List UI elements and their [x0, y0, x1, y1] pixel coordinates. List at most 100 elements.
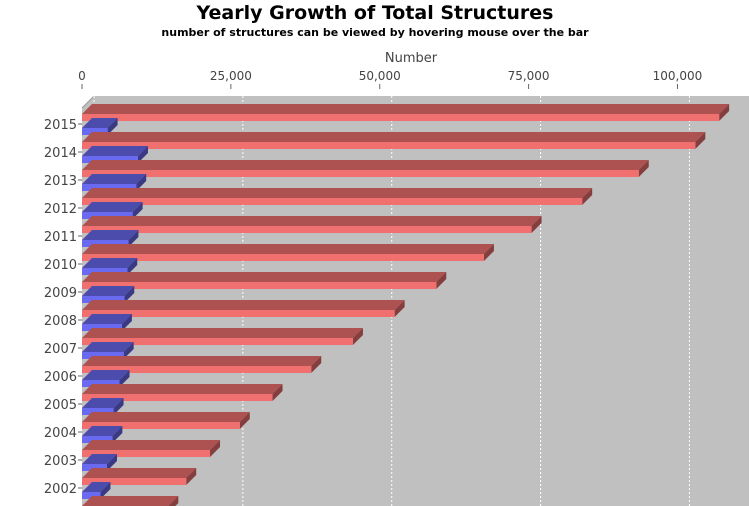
bar-new-side: [127, 258, 138, 275]
bar-total-front: [82, 142, 696, 149]
bar-new-front: [82, 436, 113, 443]
bar-new[interactable]: [82, 258, 138, 275]
category-label: 2012: [44, 202, 77, 217]
bar-total[interactable]: [82, 356, 322, 373]
category-label: 2014: [44, 146, 77, 161]
bar-total-top: [82, 440, 221, 450]
bar-new[interactable]: [82, 454, 118, 471]
category-label: 2010: [44, 258, 77, 273]
bar-new[interactable]: [82, 482, 111, 499]
bar-total-front: [82, 366, 312, 373]
bar-total[interactable]: [82, 384, 283, 401]
chart-subtitle: number of structures can be viewed by ho…: [161, 26, 589, 39]
bar-total-side: [311, 356, 322, 373]
bar-total[interactable]: [82, 328, 363, 345]
bar-total[interactable]: [82, 468, 197, 485]
bar-new-front: [82, 296, 125, 303]
bar-total[interactable]: [82, 244, 494, 261]
bar-total-front: [82, 338, 353, 345]
bar-new-front: [82, 324, 122, 331]
x-tick-label: 0: [78, 69, 86, 83]
bar-total-side: [483, 244, 494, 261]
bar-total[interactable]: [82, 188, 593, 205]
bar-total-top: [82, 328, 363, 338]
bar-new-top: [82, 454, 118, 464]
category-label: 2004: [44, 426, 77, 441]
bar-total-side: [638, 160, 649, 177]
bar-new-top: [82, 342, 134, 352]
bar-new-front: [82, 184, 137, 191]
bar-total[interactable]: [82, 104, 730, 121]
bar-new-side: [136, 174, 147, 191]
bar-total-top: [82, 468, 197, 478]
bar-total[interactable]: [82, 412, 250, 429]
bar-total-top: [82, 356, 322, 366]
bar-total-top: [82, 412, 250, 422]
bar-new[interactable]: [82, 314, 132, 331]
category-label: 2009: [44, 286, 77, 301]
bar-total-side: [582, 188, 593, 205]
bar-new[interactable]: [82, 202, 143, 219]
bar-new-top: [82, 230, 139, 240]
bar-total-front: [82, 478, 187, 485]
bar-new-top: [82, 398, 124, 408]
bar-total-side: [695, 132, 706, 149]
bar-new-front: [82, 464, 108, 471]
bar-total[interactable]: [82, 132, 706, 149]
bar-new[interactable]: [82, 370, 130, 387]
category-label: 2005: [44, 398, 77, 413]
bar-new-front: [82, 492, 101, 499]
bar-total-top: [82, 188, 593, 198]
bar-new-side: [123, 342, 134, 359]
bar-new[interactable]: [82, 174, 147, 191]
bar-total[interactable]: [82, 496, 179, 506]
bar-total[interactable]: [82, 300, 405, 317]
bar-new-side: [107, 454, 118, 471]
bar-new-top: [82, 146, 148, 156]
bar-total-side: [719, 104, 730, 121]
bar-new[interactable]: [82, 342, 134, 359]
bar-total-top: [82, 132, 706, 142]
plot-edge: [81, 95, 95, 109]
category-label: 2003: [44, 454, 77, 469]
bar-new[interactable]: [82, 118, 118, 135]
bar-total-front: [82, 114, 720, 121]
y-axis-categories: 2015 2014 2013 2012 2011 2010 2009 2008 2007 2006…: [44, 118, 82, 497]
bar-total[interactable]: [82, 440, 221, 457]
category-label: 2015: [44, 118, 77, 133]
bar-new-front: [82, 156, 138, 163]
category-label: 2002: [44, 482, 77, 497]
bar-total-top: [82, 244, 494, 254]
bar-total-front: [82, 394, 273, 401]
bar-total-front: [82, 170, 639, 177]
bar-new[interactable]: [82, 426, 123, 443]
bar-total-top: [82, 104, 730, 114]
category-label: 2011: [44, 230, 77, 245]
bar-new-top: [82, 202, 143, 212]
category-label: 2013: [44, 174, 77, 189]
bar-new[interactable]: [82, 286, 135, 303]
bar-total-top: [82, 160, 649, 170]
bar-total-top: [82, 496, 179, 506]
bar-total-top: [82, 216, 542, 226]
bar-new[interactable]: [82, 398, 124, 415]
category-label: 2008: [44, 314, 77, 329]
bar-total-front: [82, 422, 240, 429]
chart-title: Yearly Growth of Total Structures: [196, 2, 554, 24]
bar-new-side: [107, 118, 118, 135]
bar-total-side: [352, 328, 363, 345]
bar-new-side: [137, 146, 148, 163]
bar-total-side: [272, 384, 283, 401]
bar-new-side: [113, 398, 124, 415]
bar-new-side: [119, 370, 130, 387]
bar-new[interactable]: [82, 230, 139, 247]
bar-new-front: [82, 128, 108, 135]
bar-new-front: [82, 352, 124, 359]
bars: [82, 104, 730, 506]
bar-total[interactable]: [82, 272, 447, 289]
bar-new[interactable]: [82, 146, 148, 163]
bar-total[interactable]: [82, 160, 649, 177]
bar-new-top: [82, 258, 138, 268]
bar-total[interactable]: [82, 216, 542, 233]
